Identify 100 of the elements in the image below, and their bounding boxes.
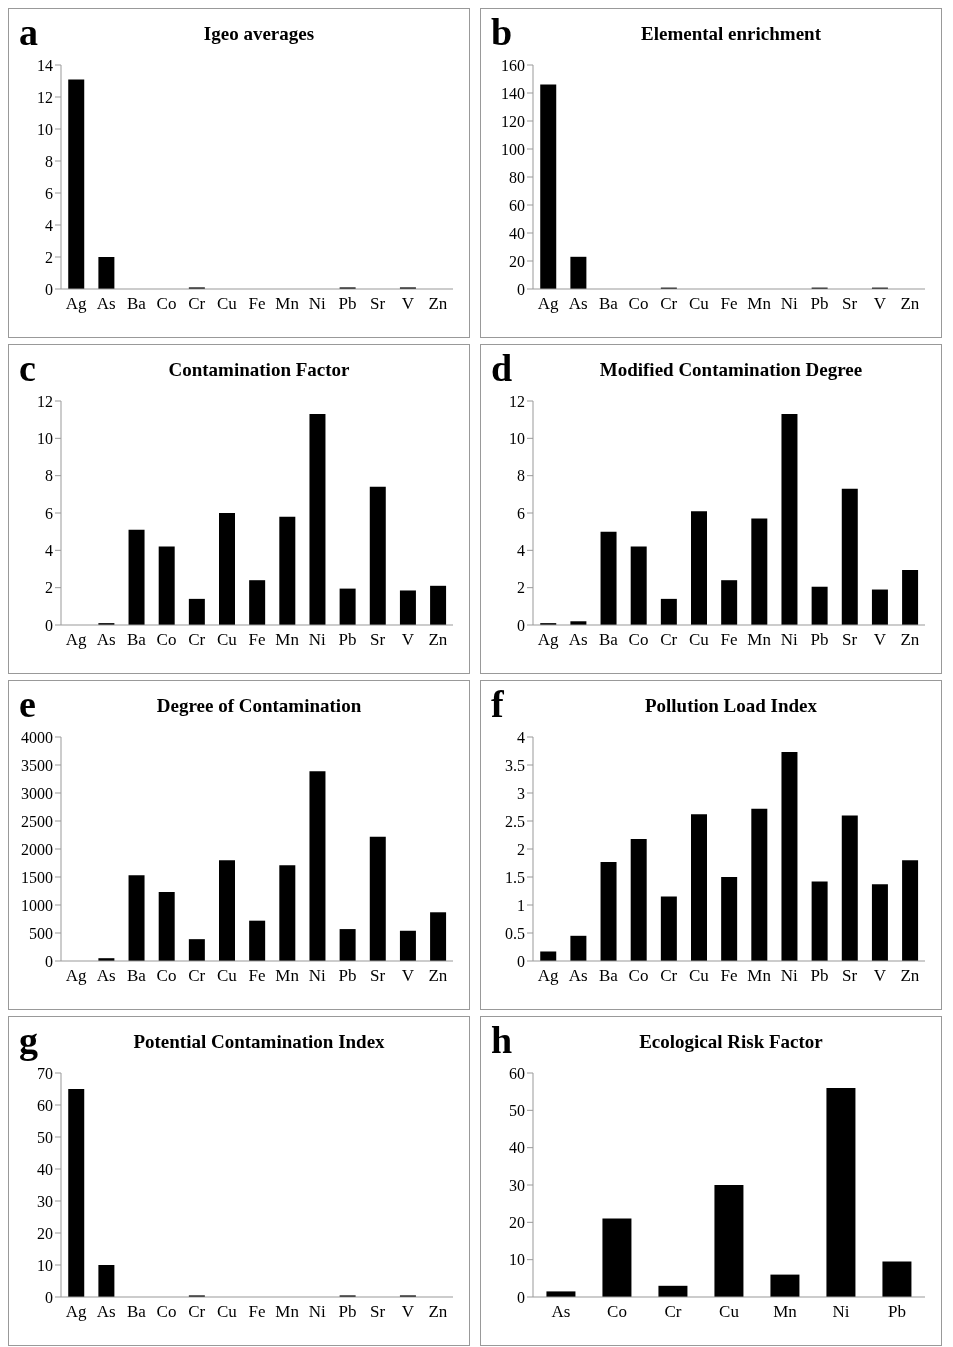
y-tick-label: 10 bbox=[509, 1251, 525, 1269]
y-tick-label: 4 bbox=[517, 728, 525, 746]
x-tick-label: Cr bbox=[664, 1302, 682, 1322]
x-tick-label: Co bbox=[628, 966, 649, 986]
y-tick-label: 12 bbox=[509, 392, 525, 410]
y-tick-label: 2.5 bbox=[505, 812, 525, 830]
y-tick-label: 80 bbox=[509, 168, 525, 186]
x-tick-label: Co bbox=[628, 630, 649, 650]
y-tick-label: 6 bbox=[517, 504, 525, 522]
x-tick-label: Cu bbox=[688, 966, 710, 986]
x-tick-label: As bbox=[96, 294, 116, 314]
y-tick-label: 10 bbox=[37, 430, 53, 448]
x-tick-label: Ag bbox=[65, 966, 87, 986]
text: b bbox=[491, 10, 513, 55]
y-tick-label: 6 bbox=[45, 184, 53, 202]
x-tick-label: V bbox=[401, 966, 415, 986]
x-tick-label: Ba bbox=[126, 630, 147, 650]
text: f bbox=[491, 682, 504, 727]
y-tick-label: 8 bbox=[517, 467, 525, 485]
y-tick-label: 0.5 bbox=[505, 924, 525, 942]
x-tick-label: Cu bbox=[688, 630, 710, 650]
y-tick-label: 1.5 bbox=[505, 868, 525, 886]
y-tick-label: 2 bbox=[517, 840, 525, 858]
y-tick-label: 2 bbox=[45, 248, 53, 266]
x-tick-label: Cr bbox=[660, 294, 678, 314]
y-tick-label: 3 bbox=[517, 784, 525, 802]
y-tick-label: 140 bbox=[501, 84, 525, 102]
x-tick-label: Fe bbox=[720, 294, 738, 314]
y-tick-label: 0 bbox=[517, 280, 525, 298]
x-tick-label: Ni bbox=[780, 630, 799, 650]
chart-title: Ecological Risk Factor bbox=[639, 1031, 823, 1052]
y-tick-label: 160 bbox=[501, 56, 525, 74]
x-tick-label: V bbox=[401, 1302, 415, 1322]
x-tick-label: Mn bbox=[275, 294, 300, 314]
x-tick-label: As bbox=[568, 630, 588, 650]
y-tick-label: 100 bbox=[501, 140, 525, 158]
x-tick-label: Cu bbox=[216, 294, 238, 314]
x-tick-label: Pb bbox=[338, 630, 357, 650]
chart-title: Elemental enrichment bbox=[641, 23, 821, 44]
x-tick-label: Pb bbox=[338, 294, 357, 314]
x-tick-label: Ba bbox=[126, 294, 147, 314]
text: e bbox=[19, 682, 36, 727]
x-tick-label: Ba bbox=[126, 966, 147, 986]
y-tick-label: 60 bbox=[509, 1064, 525, 1082]
x-tick-label: Co bbox=[628, 294, 649, 314]
y-tick-label: 0 bbox=[45, 616, 53, 634]
y-tick-label: 120 bbox=[501, 112, 525, 130]
x-tick-label: Cr bbox=[660, 630, 678, 650]
y-tick-label: 10 bbox=[37, 120, 53, 138]
chart-title: Pollution Load Index bbox=[644, 695, 818, 716]
x-tick-label: Ba bbox=[126, 1302, 147, 1322]
y-tick-label: 1000 bbox=[21, 896, 53, 914]
x-tick-label: Ag bbox=[65, 630, 87, 650]
y-tick-label: 1 bbox=[517, 896, 525, 914]
x-tick-label: Pb bbox=[338, 966, 357, 986]
x-tick-label: V bbox=[401, 630, 415, 650]
x-tick-label: Ni bbox=[832, 1302, 850, 1322]
x-tick-label: Zn bbox=[428, 630, 448, 650]
x-tick-label: Mn bbox=[747, 294, 772, 314]
chart-title: Degree of Contamination bbox=[156, 695, 362, 716]
y-tick-label: 20 bbox=[37, 1224, 53, 1242]
x-tick-label: Zn bbox=[428, 294, 448, 314]
x-tick-label: Cu bbox=[688, 294, 710, 314]
x-tick-label: Sr bbox=[842, 966, 858, 986]
y-tick-label: 50 bbox=[509, 1102, 525, 1120]
text: h bbox=[491, 1018, 513, 1063]
y-tick-label: 4000 bbox=[21, 728, 53, 746]
x-tick-label: Sr bbox=[842, 630, 858, 650]
y-tick-label: 0 bbox=[45, 952, 53, 970]
x-tick-label: V bbox=[401, 294, 415, 314]
y-tick-label: 12 bbox=[37, 88, 53, 106]
y-tick-label: 4 bbox=[517, 542, 525, 560]
x-tick-label: Sr bbox=[370, 966, 386, 986]
y-tick-label: 3.5 bbox=[505, 756, 525, 774]
y-tick-label: 2 bbox=[517, 579, 525, 597]
y-tick-label: 50 bbox=[37, 1128, 53, 1146]
chart-title: Modified Contamination Degree bbox=[599, 359, 863, 380]
x-tick-label: Ag bbox=[65, 294, 87, 314]
x-tick-label: Ni bbox=[308, 966, 327, 986]
y-tick-label: 4 bbox=[45, 542, 53, 560]
text: a bbox=[19, 10, 38, 55]
y-tick-label: 20 bbox=[509, 252, 525, 270]
y-tick-label: 8 bbox=[45, 152, 53, 170]
chart-title: Potential Contamination Index bbox=[133, 1031, 385, 1052]
x-tick-label: Cu bbox=[216, 966, 238, 986]
y-tick-label: 40 bbox=[509, 224, 525, 242]
x-tick-label: Co bbox=[156, 1302, 177, 1322]
y-tick-label: 40 bbox=[37, 1160, 53, 1178]
x-tick-label: Cu bbox=[719, 1302, 740, 1322]
y-tick-label: 60 bbox=[37, 1096, 53, 1114]
x-tick-label: Ni bbox=[308, 294, 327, 314]
y-tick-label: 0 bbox=[45, 280, 53, 298]
x-tick-label: Zn bbox=[900, 966, 920, 986]
x-tick-label: V bbox=[873, 294, 887, 314]
x-tick-label: Sr bbox=[370, 294, 386, 314]
x-tick-label: Pb bbox=[810, 630, 829, 650]
text: g bbox=[19, 1018, 38, 1063]
x-tick-label: V bbox=[873, 630, 887, 650]
x-tick-label: Mn bbox=[773, 1302, 798, 1322]
x-tick-label: Co bbox=[156, 630, 177, 650]
